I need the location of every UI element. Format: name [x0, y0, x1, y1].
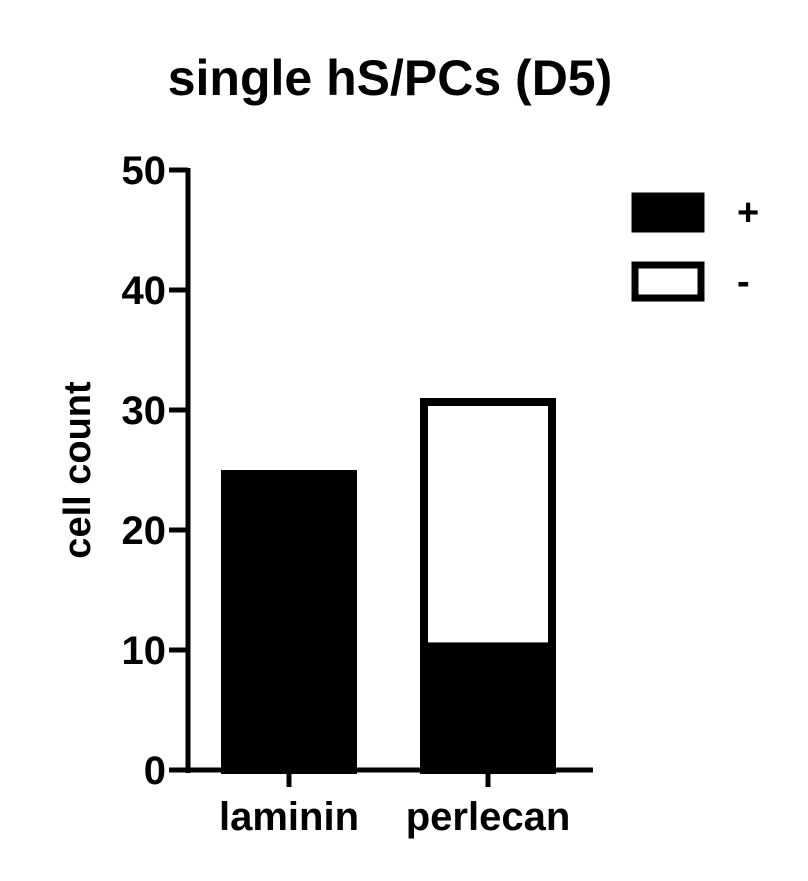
- y-tick-label: 10: [122, 629, 167, 673]
- legend-swatch-minus: [631, 261, 705, 302]
- bar-perlecan-plus: [420, 646, 556, 775]
- legend-swatch-plus: [631, 192, 705, 233]
- bar-laminin-plus: [221, 470, 357, 774]
- y-tick-label: 30: [122, 389, 167, 433]
- legend-label-plus: +: [737, 192, 759, 234]
- y-tick-label: 0: [144, 749, 166, 793]
- legend-label-minus: -: [737, 261, 750, 303]
- axes: 0 10 20 30 40 50 laminin perlecan: [122, 149, 593, 839]
- bars: [221, 398, 556, 775]
- y-tick-label: 50: [122, 149, 167, 193]
- y-tick-label: 20: [122, 509, 167, 553]
- bar-perlecan-minus: [420, 398, 556, 651]
- y-axis-label: cell count: [57, 381, 99, 559]
- chart-title: single hS/PCs (D5): [168, 50, 613, 106]
- legend: +-: [631, 192, 759, 303]
- y-tick-label: 40: [122, 269, 167, 313]
- x-tick-label: laminin: [219, 795, 359, 839]
- x-tick-label: perlecan: [406, 795, 571, 839]
